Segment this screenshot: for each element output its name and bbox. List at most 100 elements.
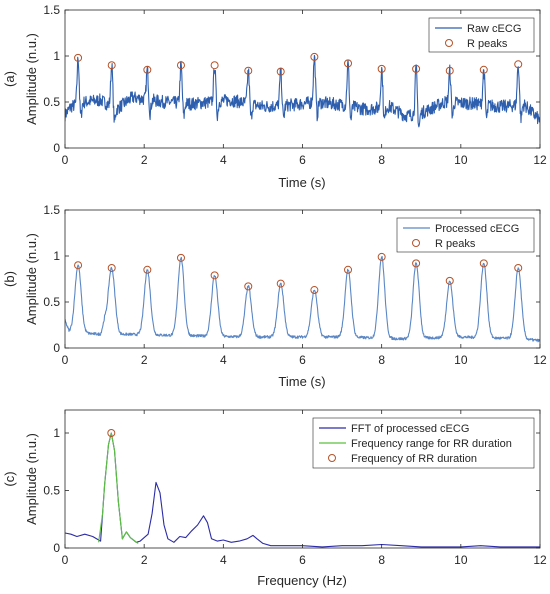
panel-a: 0 2 4 6 8 10 12 0 0.5 1 1.5 Time (s) Amplitude (n… bbox=[2, 3, 547, 190]
panel-c-legend-marker-rr bbox=[328, 454, 336, 462]
panel-a-yticks: 0 0.5 1 1.5 bbox=[43, 3, 540, 155]
peak-marker bbox=[74, 53, 83, 62]
peak-marker bbox=[445, 66, 454, 75]
peak-marker bbox=[143, 265, 152, 274]
peak-marker bbox=[276, 279, 285, 288]
x-tick-label: 12 bbox=[533, 153, 547, 167]
peak-marker bbox=[107, 429, 116, 437]
y-tick-label: 1 bbox=[53, 426, 60, 440]
x-tick-label: 8 bbox=[378, 553, 385, 567]
x-tick-label: 12 bbox=[533, 553, 547, 567]
panel-a-label: (a) bbox=[2, 71, 17, 87]
panel-b-legend: Processed cECG R peaks bbox=[396, 217, 535, 253]
series-line-processed-cecg bbox=[65, 255, 540, 343]
peak-marker bbox=[514, 60, 523, 69]
panel-a-legend-box bbox=[428, 17, 535, 53]
x-tick-label: 10 bbox=[454, 153, 468, 167]
panel-a-series bbox=[65, 54, 540, 128]
panel-c-series bbox=[65, 432, 540, 548]
panel-c-plot bbox=[65, 429, 540, 548]
peak-marker bbox=[244, 282, 253, 291]
y-tick-label: 1.5 bbox=[43, 3, 60, 17]
panel-c-yticks: 00.51 bbox=[43, 426, 540, 555]
panel-c-legend-label-fft: FFT of processed cECG bbox=[351, 423, 469, 435]
x-tick-label: 2 bbox=[141, 553, 148, 567]
panel-b-legend-label-rpeaks: R peaks bbox=[435, 238, 476, 250]
panel-b-series bbox=[65, 255, 540, 343]
panel-a-legend-marker-rpeaks bbox=[445, 39, 453, 47]
y-tick-label: 1 bbox=[53, 249, 60, 263]
panel-b-plot bbox=[65, 252, 540, 343]
x-tick-label: 10 bbox=[454, 553, 468, 567]
peak-marker bbox=[514, 263, 523, 272]
panel-b-label: (b) bbox=[2, 271, 17, 287]
panel-b-xticks: 0 2 4 6 8 10 12 bbox=[62, 210, 547, 367]
panel-b-ylabel: Amplitude (n.u.) bbox=[24, 233, 39, 325]
y-tick-label: 0 bbox=[53, 341, 60, 355]
panel-a-plot bbox=[65, 52, 540, 128]
y-tick-label: 0.5 bbox=[43, 484, 60, 498]
series-line-raw-cecg bbox=[65, 54, 540, 128]
peak-marker bbox=[74, 261, 83, 270]
x-tick-label: 10 bbox=[454, 353, 468, 367]
panel-a-legend-label-raw: Raw cECG bbox=[467, 23, 521, 35]
series-line-frequency-range-for-rr-duration bbox=[98, 432, 139, 544]
peak-marker bbox=[310, 52, 319, 61]
peak-marker bbox=[479, 259, 488, 268]
peak-marker bbox=[344, 265, 353, 274]
panel-b-legend-marker-rpeaks bbox=[412, 239, 420, 247]
peak-marker bbox=[412, 64, 421, 73]
peak-marker bbox=[107, 61, 116, 70]
y-tick-label: 0.5 bbox=[43, 95, 60, 109]
y-tick-label: 0 bbox=[53, 541, 60, 555]
peak-marker bbox=[143, 65, 152, 74]
panel-c-legend-box bbox=[312, 417, 535, 469]
panel-a-legend: Raw cECG R peaks bbox=[428, 17, 535, 53]
panel-c-legend-label-rr: Frequency of RR duration bbox=[351, 453, 477, 465]
x-tick-label: 6 bbox=[299, 153, 306, 167]
peak-marker bbox=[412, 259, 421, 268]
panel-c-legend: FFT of processed cECG Frequency range fo… bbox=[312, 417, 535, 469]
panel-a-legend-label-rpeaks: R peaks bbox=[467, 38, 508, 50]
x-tick-label: 4 bbox=[220, 353, 227, 367]
x-tick-label: 2 bbox=[141, 153, 148, 167]
peak-marker bbox=[107, 263, 116, 272]
peak-marker bbox=[445, 276, 454, 285]
peak-marker bbox=[377, 252, 386, 261]
panel-a-xticks: 0 2 4 6 8 10 12 bbox=[62, 10, 547, 167]
peak-marker bbox=[344, 59, 353, 68]
x-tick-label: 12 bbox=[533, 353, 547, 367]
x-tick-label: 4 bbox=[220, 553, 227, 567]
peak-marker bbox=[244, 66, 253, 75]
peak-marker bbox=[377, 64, 386, 73]
peak-marker bbox=[210, 61, 219, 70]
peak-marker bbox=[276, 67, 285, 76]
x-tick-label: 0 bbox=[62, 353, 69, 367]
peak-marker bbox=[210, 271, 219, 280]
x-tick-label: 6 bbox=[299, 353, 306, 367]
panel-a-ylabel: Amplitude (n.u.) bbox=[24, 33, 39, 125]
panel-b-yticks: 0 0.5 1 1.5 bbox=[43, 203, 540, 355]
x-tick-label: 0 bbox=[62, 153, 69, 167]
panel-b: 0 2 4 6 8 10 12 0 0.5 1 1.5 Time (s) Amplitude (n… bbox=[2, 203, 547, 389]
x-tick-label: 8 bbox=[378, 153, 385, 167]
y-tick-label: 0.5 bbox=[43, 295, 60, 309]
peak-marker bbox=[176, 61, 185, 70]
y-tick-label: 1 bbox=[53, 49, 60, 63]
x-tick-label: 2 bbox=[141, 353, 148, 367]
panel-c-ylabel: Amplitude (n.u.) bbox=[24, 433, 39, 525]
x-tick-label: 6 bbox=[299, 553, 306, 567]
panel-c-label: (c) bbox=[2, 471, 17, 486]
panel-c-legend-label-range: Frequency range for RR duration bbox=[351, 438, 512, 450]
panel-c-xlabel: Frequency (Hz) bbox=[257, 573, 347, 588]
x-tick-label: 0 bbox=[62, 553, 69, 567]
panel-b-legend-label-processed: Processed cECG bbox=[435, 223, 519, 235]
panel-b-xlabel: Time (s) bbox=[278, 374, 325, 389]
panel-b-legend-box bbox=[396, 217, 535, 253]
y-tick-label: 0 bbox=[53, 141, 60, 155]
panel-a-xlabel: Time (s) bbox=[278, 175, 325, 190]
x-tick-label: 4 bbox=[220, 153, 227, 167]
panel-c-xticks: 0 2 4 6 8 10 12 bbox=[62, 410, 547, 567]
